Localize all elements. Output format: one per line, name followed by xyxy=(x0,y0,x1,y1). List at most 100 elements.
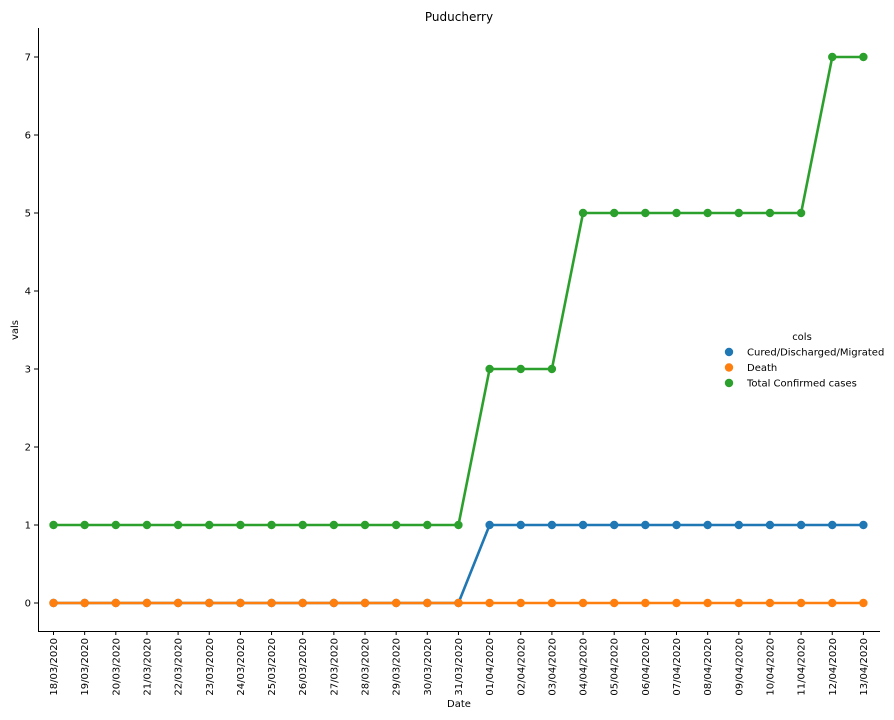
data-point xyxy=(578,208,588,218)
legend-label: Total Confirmed cases xyxy=(746,379,857,390)
data-point xyxy=(423,598,432,608)
data-point xyxy=(610,208,619,218)
data-point xyxy=(641,520,650,530)
data-point xyxy=(205,520,214,530)
data-point xyxy=(828,520,837,530)
data-point xyxy=(111,598,121,608)
data-point xyxy=(360,598,370,608)
x-tick-label: 01/04/2020 xyxy=(485,638,496,696)
x-tick-label: 07/04/2020 xyxy=(672,638,683,696)
data-point xyxy=(329,598,339,608)
data-point xyxy=(142,520,152,530)
x-tick-label: 05/04/2020 xyxy=(610,638,621,696)
x-tick-label: 23/03/2020 xyxy=(205,638,216,696)
legend-marker xyxy=(724,378,734,388)
x-tick-label: 11/04/2020 xyxy=(797,638,808,696)
data-point xyxy=(454,598,463,608)
x-tick-label: 29/03/2020 xyxy=(392,638,403,696)
x-tick-label: 25/03/2020 xyxy=(267,638,278,696)
x-tick-label: 09/04/2020 xyxy=(734,638,745,696)
data-point xyxy=(796,598,806,608)
data-point xyxy=(859,598,868,608)
data-point xyxy=(828,52,837,62)
data-point xyxy=(672,598,681,608)
x-axis-label: Date xyxy=(447,699,471,710)
data-point xyxy=(859,52,868,62)
data-point xyxy=(641,598,650,608)
data-point xyxy=(485,364,494,374)
data-point xyxy=(173,520,183,530)
data-point xyxy=(298,598,307,608)
data-point xyxy=(547,598,557,608)
data-point xyxy=(796,208,806,218)
series-line-0 xyxy=(53,523,864,605)
data-point xyxy=(765,208,775,218)
data-point xyxy=(578,520,588,530)
y-tick-label: 7 xyxy=(25,53,31,64)
data-point xyxy=(672,208,681,218)
x-tick-label: 03/04/2020 xyxy=(547,638,558,696)
data-point xyxy=(173,598,183,608)
data-point xyxy=(734,520,743,530)
x-tick-label: 02/04/2020 xyxy=(516,638,527,696)
data-point xyxy=(547,364,557,374)
data-point xyxy=(547,520,557,530)
x-tick-label: 22/03/2020 xyxy=(174,638,185,696)
data-point xyxy=(80,520,89,530)
data-point xyxy=(672,520,681,530)
y-tick-label: 6 xyxy=(25,131,31,142)
data-point xyxy=(267,598,276,608)
legend: cols Cured/Discharged/Migrated Death Total… xyxy=(724,332,884,390)
data-point xyxy=(578,598,588,608)
data-point xyxy=(454,520,463,530)
data-point xyxy=(610,598,619,608)
data-point xyxy=(859,520,868,530)
legend-label: Cured/Discharged/Migrated xyxy=(747,348,884,359)
x-tick-label: 08/04/2020 xyxy=(703,638,714,696)
legend-title: cols xyxy=(792,332,812,343)
series-line-2 xyxy=(53,55,864,527)
data-point xyxy=(236,520,245,530)
data-point xyxy=(734,208,743,218)
y-axis-label: vals xyxy=(10,320,21,340)
legend-marker xyxy=(724,347,734,357)
data-point xyxy=(703,520,712,530)
data-point xyxy=(111,520,121,530)
data-point xyxy=(765,598,775,608)
x-tick-label: 10/04/2020 xyxy=(765,638,776,696)
x-tick-label: 30/03/2020 xyxy=(423,638,434,696)
chart-title: Puducherry xyxy=(425,10,493,24)
y-tick-label: 5 xyxy=(25,209,31,220)
x-tick-label: 04/04/2020 xyxy=(579,638,590,696)
x-tick-label: 18/03/2020 xyxy=(49,638,60,696)
data-point xyxy=(49,598,58,608)
data-point xyxy=(142,598,152,608)
data-point xyxy=(329,520,339,530)
data-point xyxy=(641,208,650,218)
data-point xyxy=(796,520,806,530)
data-point xyxy=(703,208,712,218)
data-point xyxy=(423,520,432,530)
data-point xyxy=(734,598,743,608)
data-point xyxy=(516,598,525,608)
x-tick-label: 28/03/2020 xyxy=(361,638,372,696)
data-point xyxy=(205,598,214,608)
x-tick-label: 26/03/2020 xyxy=(298,638,309,696)
y-tick-label: 3 xyxy=(25,365,31,376)
data-point xyxy=(360,520,370,530)
data-point xyxy=(516,364,525,374)
x-tick-label: 12/04/2020 xyxy=(828,638,839,696)
legend-marker xyxy=(724,363,734,372)
x-tick-label: 06/04/2020 xyxy=(641,638,652,696)
data-point xyxy=(703,598,712,608)
data-point xyxy=(485,598,494,608)
y-tick-label: 4 xyxy=(25,287,31,298)
data-point xyxy=(391,598,401,608)
data-point xyxy=(49,520,58,530)
x-tick-label: 27/03/2020 xyxy=(329,638,340,696)
x-tick-label: 24/03/2020 xyxy=(236,638,247,696)
legend-label: Death xyxy=(747,363,777,374)
data-point xyxy=(391,520,401,530)
data-point xyxy=(516,520,525,530)
